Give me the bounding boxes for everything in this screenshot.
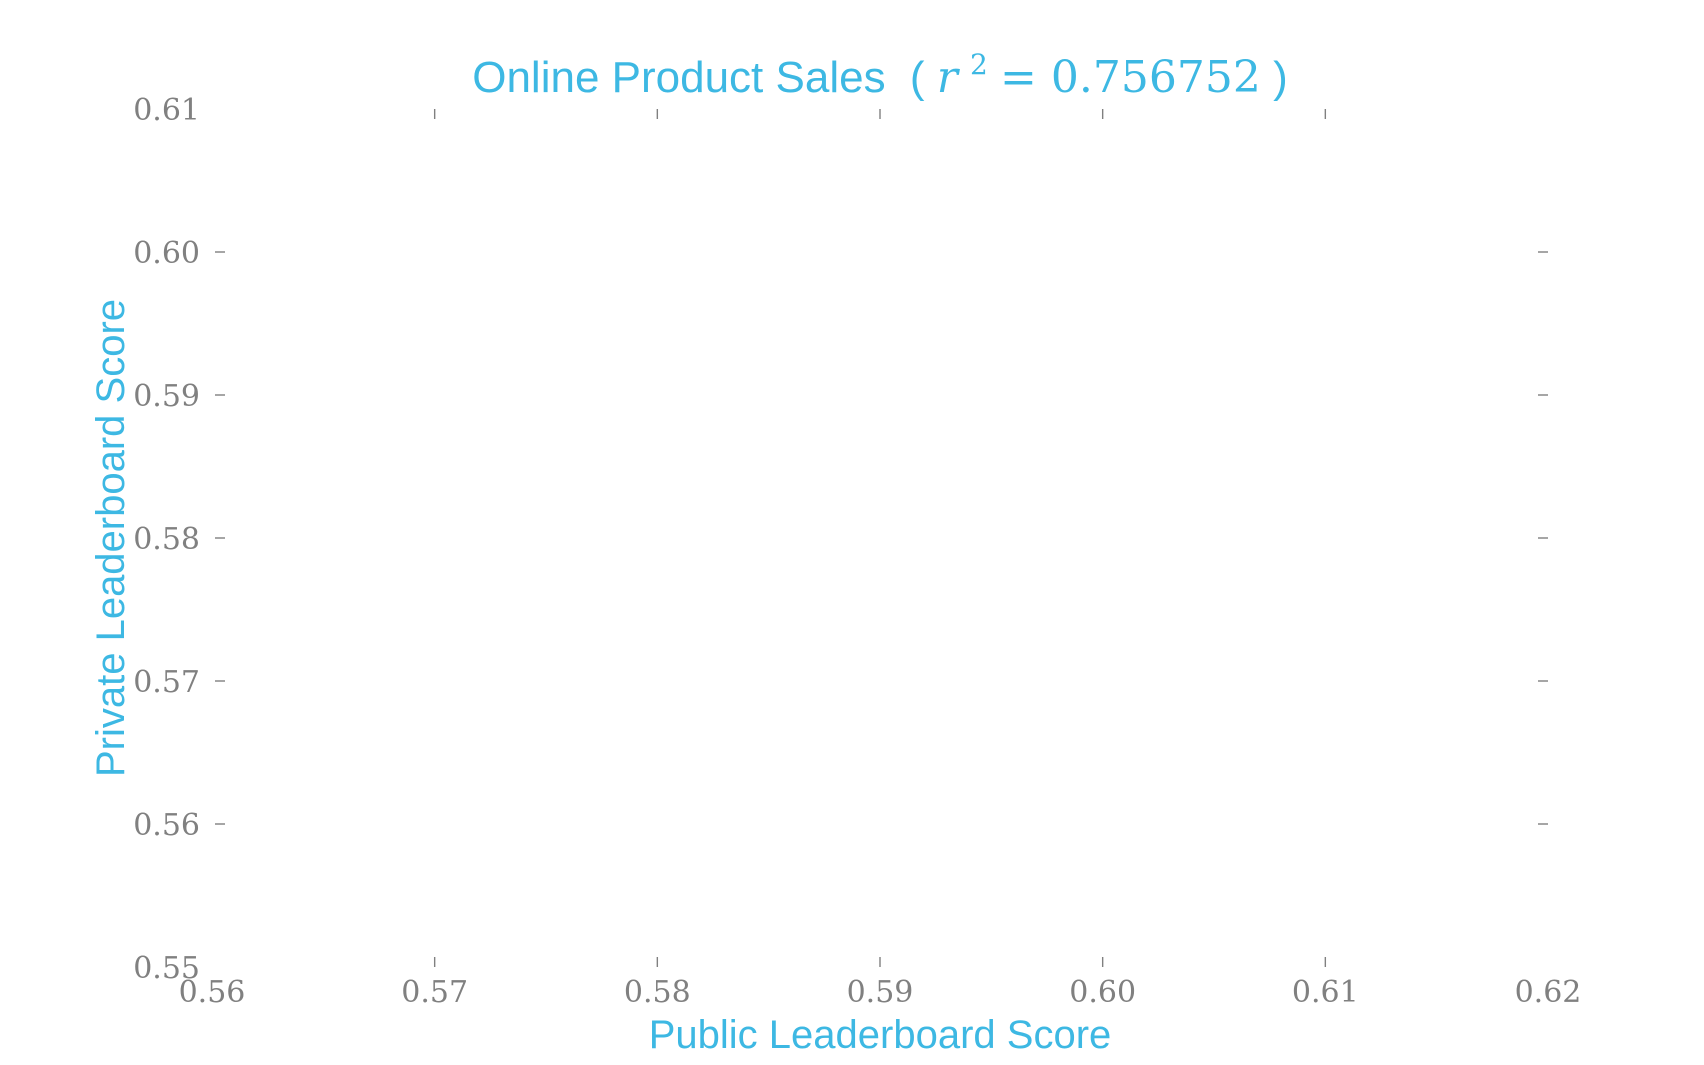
- y-tick-label: 0.58: [133, 522, 200, 557]
- y-axis: 0.55 0.56 0.57 0.58 0.59 0.60 0.61: [133, 93, 225, 986]
- x-tick-label: 0.60: [1069, 975, 1136, 1010]
- y-tick-label: 0.57: [133, 665, 200, 700]
- chart-title-r-symbol: r: [937, 52, 961, 103]
- x-axis-top-ticks: [433, 109, 1327, 119]
- x-tick-label: 0.57: [401, 975, 468, 1010]
- x-axis: 0.56 0.57 0.58 0.59 0.60 0.61 0.62: [179, 957, 1582, 1010]
- x-tick-label: 0.58: [624, 975, 691, 1010]
- chart-title: Online Product Sales ( r 2 = 0.756752 ): [472, 35, 1288, 103]
- y-tick-label: 0.56: [133, 808, 200, 843]
- x-tick-label: 0.61: [1292, 975, 1359, 1010]
- chart-title-text: Online Product Sales: [472, 53, 885, 102]
- x-tick-label: 0.56: [179, 975, 246, 1010]
- chart-title-annotation-open: (: [910, 53, 925, 102]
- x-tick-label: 0.62: [1515, 975, 1582, 1010]
- y-tick-label: 0.59: [133, 379, 200, 414]
- chart-title-r-value: = 0.756752: [1000, 52, 1261, 103]
- y-tick-label: 0.55: [133, 951, 200, 986]
- chart-title-exponent: 2: [970, 48, 988, 81]
- x-axis-title: Public Leaderboard Score: [649, 1013, 1112, 1057]
- y-axis-right-ticks: [1538, 251, 1548, 825]
- chart-title-annotation-close: ): [1273, 53, 1288, 102]
- y-tick-label: 0.60: [133, 236, 200, 271]
- y-axis-title: Private Leaderboard Score: [89, 299, 133, 777]
- y-tick-label: 0.61: [133, 93, 200, 128]
- x-tick-label: 0.59: [847, 975, 914, 1010]
